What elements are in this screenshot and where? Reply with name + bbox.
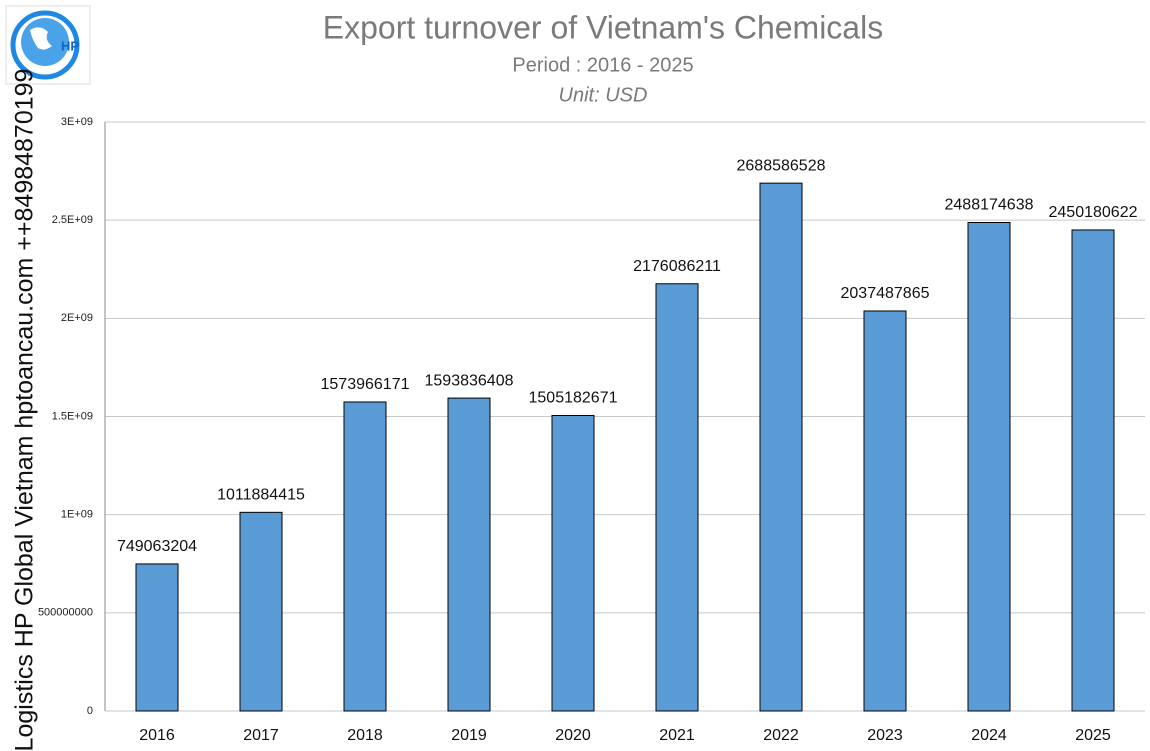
data-label: 2037487865 <box>841 285 930 302</box>
y-tick-label: 2.5E+09 <box>52 214 93 226</box>
data-label: 2450180622 <box>1049 204 1138 221</box>
data-label: 1593836408 <box>425 372 514 389</box>
bar <box>967 221 1011 712</box>
y-tick-label: 0 <box>87 705 93 717</box>
bar <box>1071 229 1115 712</box>
x-tick-label: 2022 <box>763 727 799 744</box>
logo-text: HP <box>61 38 79 53</box>
x-tick-label: 2017 <box>243 727 279 744</box>
bar <box>759 182 803 712</box>
bar <box>447 397 491 712</box>
data-label: 2176086211 <box>633 258 721 275</box>
data-label: 1505182671 <box>529 390 618 407</box>
bar <box>135 563 179 712</box>
x-tick-label: 2021 <box>659 727 695 744</box>
watermark: Logistics HP Global Vietnam hptoancau.co… <box>11 69 39 751</box>
data-label: 2688586528 <box>737 157 826 174</box>
x-tick-label: 2019 <box>451 727 487 744</box>
unit-label: Unit: USD <box>559 84 648 106</box>
x-tick-label: 2020 <box>555 727 591 744</box>
logo-land <box>30 27 52 50</box>
data-label: 2488174638 <box>945 197 1034 214</box>
chart-title: Export turnover of Vietnam's Chemicals <box>323 9 883 45</box>
bar <box>863 310 907 712</box>
data-label: 1011884415 <box>217 487 305 504</box>
x-tick-label: 2024 <box>971 727 1007 744</box>
x-tick-label: 2018 <box>347 727 383 744</box>
data-label: 1573966171 <box>321 376 410 393</box>
x-tick-label: 2025 <box>1075 727 1111 744</box>
chart-subtitle: Period : 2016 - 2025 <box>512 54 693 76</box>
bar <box>551 414 595 712</box>
bar <box>655 283 699 712</box>
y-tick-label: 1.5E+09 <box>52 410 93 422</box>
bar <box>239 511 283 712</box>
y-tick-label: 3E+09 <box>61 116 93 128</box>
x-tick-label: 2016 <box>139 727 175 744</box>
data-label: 749063204 <box>117 538 197 555</box>
y-tick-label: 1E+09 <box>61 509 93 521</box>
logo: HP <box>5 5 91 85</box>
y-tick-label: 500000000 <box>38 607 93 619</box>
logo-ring <box>10 10 80 80</box>
x-tick-label: 2023 <box>867 727 903 744</box>
y-tick-label: 2E+09 <box>61 312 93 324</box>
bar <box>343 401 387 712</box>
